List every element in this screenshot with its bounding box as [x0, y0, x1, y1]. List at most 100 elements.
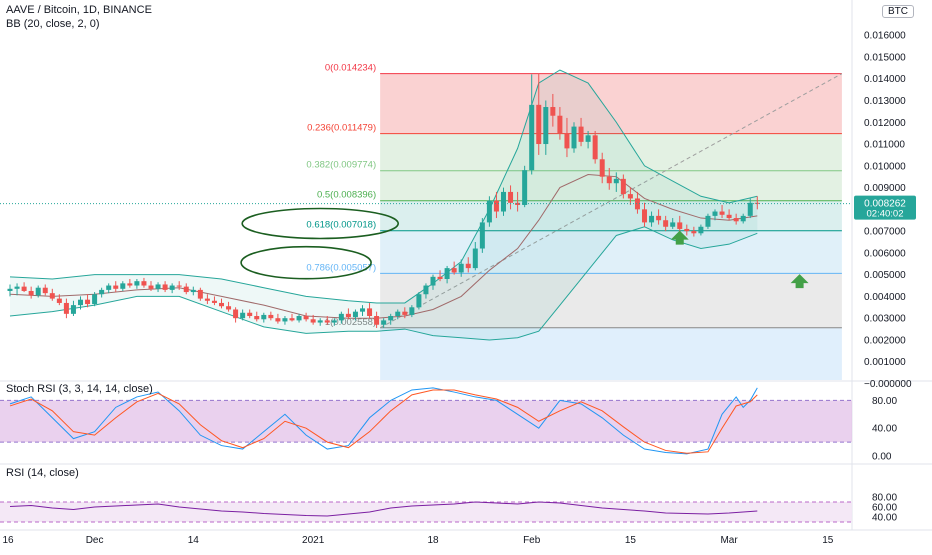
fib-level-label: 0.786(0.005057) [306, 262, 376, 273]
stoch-rsi-title: Stoch RSI (3, 3, 14, 14, close) [6, 383, 153, 395]
symbol-title[interactable]: AAVE / Bitcoin, 1D, BINANCE [6, 4, 152, 16]
candle-body [705, 215, 711, 227]
candle-body [515, 202, 521, 205]
price-tick-label: 0.016000 [864, 31, 906, 42]
candle-body [282, 318, 288, 322]
fib-zone [380, 170, 842, 201]
candle-body [719, 211, 725, 215]
time-tick-label: 15 [822, 535, 834, 546]
candle-body [240, 312, 246, 319]
price-tick-label: 0.005000 [864, 270, 906, 281]
candle-body [557, 115, 563, 134]
candle-body [698, 226, 704, 234]
candle-body [740, 215, 746, 222]
stoch-d-line [9, 389, 758, 454]
candle-body [247, 312, 253, 317]
rsi-tick-label: 60.00 [872, 503, 897, 514]
candle-body [747, 202, 753, 216]
candle-body [268, 314, 274, 319]
rsi-line [9, 501, 758, 517]
candle-body [536, 104, 542, 145]
candle-body [338, 313, 344, 321]
candle-body [634, 198, 640, 210]
stoch-tick-label: 80.00 [872, 396, 897, 407]
candle-body [606, 176, 612, 184]
candle-body [113, 285, 119, 289]
price-tick-label: 0.007000 [864, 227, 906, 238]
time-tick-label: 14 [188, 535, 200, 546]
candle-body [663, 220, 669, 227]
candle-body [211, 300, 217, 303]
stoch-k-line [9, 387, 758, 455]
price-tick-label: 0.012000 [864, 118, 906, 129]
bb-fill [10, 70, 758, 340]
candle-body [423, 285, 429, 295]
candle-body [691, 231, 697, 234]
candle-body [409, 307, 415, 315]
currency-badge[interactable]: BTC [882, 5, 914, 18]
stoch-tick-label: 0.00 [872, 452, 892, 463]
candle-body [522, 170, 528, 205]
candle-body [656, 215, 662, 221]
price-tick-label: −0.000000 [864, 379, 912, 390]
candle-body [7, 288, 13, 291]
candle-body [190, 289, 196, 293]
fib-level-label: 1(0.002558) [325, 317, 376, 328]
price-tick-label: 0.010000 [864, 161, 906, 172]
candle-body [479, 222, 485, 249]
candle-body [388, 316, 394, 321]
candle-body [275, 318, 281, 322]
candle-body [613, 178, 619, 184]
stoch-tick-label: 40.00 [872, 424, 897, 435]
candle-body [712, 211, 718, 216]
candle-body [726, 214, 732, 219]
candle-body [162, 284, 168, 290]
candle-body [493, 200, 499, 212]
candle-body [148, 285, 154, 289]
price-tick-label: 0.009000 [864, 183, 906, 194]
candle-body [374, 316, 380, 325]
candle-body [42, 287, 48, 294]
fib-zone [380, 327, 842, 380]
candle-body [571, 126, 577, 149]
candle-body [296, 316, 302, 321]
candle-body [169, 285, 175, 290]
candle-body [472, 248, 478, 269]
fib-level-label: 0.236(0.011479) [307, 123, 376, 134]
candle-body [204, 298, 210, 301]
last-price-badge [854, 195, 916, 220]
rsi-title: RSI (14, close) [6, 467, 79, 479]
time-tick-label: Feb [523, 535, 541, 546]
fib-level-label: 0.618(0.007018) [306, 220, 376, 231]
bb-indicator-legend[interactable]: BB (20, close, 2, 0) [6, 18, 100, 30]
candle-body [78, 299, 83, 306]
candle-body [402, 311, 408, 315]
candle-body [21, 286, 27, 291]
candle-body [677, 222, 683, 229]
fib-level-label: 0(0.014234) [325, 63, 376, 74]
candle-body [444, 268, 450, 280]
candle-body [550, 107, 556, 116]
candle-body [620, 178, 626, 195]
candle-body [585, 135, 591, 142]
candle-body [92, 294, 98, 305]
candle-body [226, 306, 232, 310]
price-tick-label: 0.013000 [864, 96, 906, 107]
time-tick-label: 2021 [302, 535, 325, 546]
candle-body [14, 286, 20, 289]
rsi-tick-label: 80.00 [872, 493, 897, 504]
fib-trend-line [379, 73, 843, 329]
rsi-tick-label: 40.00 [872, 513, 897, 524]
stoch-band [0, 400, 852, 443]
candle-body [120, 283, 126, 289]
candle-body [458, 263, 464, 273]
time-tick-label: 15 [625, 535, 637, 546]
candle-body [599, 159, 605, 177]
candle-body [395, 311, 401, 317]
candle-body [310, 319, 316, 323]
candle-body [85, 299, 91, 305]
candle-body [508, 191, 514, 203]
candle-body [331, 320, 337, 323]
